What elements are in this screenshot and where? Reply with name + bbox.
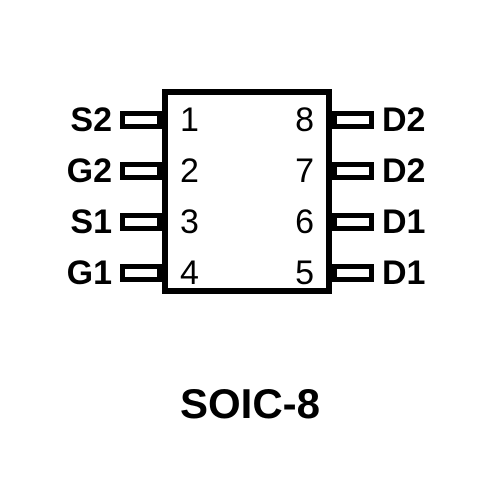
pin-1-label: S2 [70,101,112,140]
pin-5-lead [332,264,374,282]
pin-6-label: D1 [382,203,425,242]
pin-8-label: D2 [382,101,425,140]
pin-4-lead [120,264,162,282]
pin-5-label: D1 [382,254,425,293]
pin-2-number: 2 [180,152,199,191]
pin-3-number: 3 [180,203,199,242]
pin-4-number: 4 [180,254,199,293]
pin-7-lead [332,162,374,180]
pin-7-number: 7 [295,152,314,191]
pin-1-number: 1 [180,101,199,140]
package-name: SOIC-8 [0,380,500,428]
pin-1-lead [120,111,162,129]
ic-pinout-diagram: S2 G2 S1 G1 D2 D2 D1 D1 1 2 3 4 8 7 6 5 … [0,0,500,500]
pin-7-label: D2 [382,152,425,191]
pin-2-label: G2 [67,152,112,191]
pin-6-lead [332,213,374,231]
pin-2-lead [120,162,162,180]
pin-3-label: S1 [70,203,112,242]
pin-6-number: 6 [295,203,314,242]
pin-4-label: G1 [67,254,112,293]
pin-8-lead [332,111,374,129]
pin-8-number: 8 [295,101,314,140]
pin-3-lead [120,213,162,231]
pin-5-number: 5 [295,254,314,293]
